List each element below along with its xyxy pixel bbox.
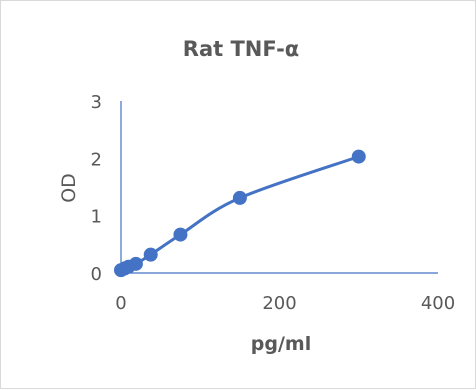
y-tick-label: 2: [91, 149, 102, 170]
y-axis-title: OD: [58, 173, 80, 203]
x-tick-label: 0: [115, 293, 126, 314]
x-tick-label: 200: [262, 293, 296, 314]
y-tick-label: 3: [91, 92, 102, 113]
data-point: [143, 247, 158, 262]
data-point: [173, 227, 188, 242]
data-point: [128, 256, 143, 271]
y-tick-label: 0: [91, 264, 102, 285]
y-tick-labels: 0 1 2 3: [91, 92, 102, 285]
x-tick-label: 400: [421, 293, 455, 314]
data-point: [351, 149, 366, 164]
x-axis-title: pg/ml: [251, 333, 311, 355]
data-points: [114, 149, 366, 278]
chart-title: Rat TNF-α: [183, 37, 299, 61]
y-tick-label: 1: [91, 207, 102, 228]
x-tick-labels: 0 200 400: [115, 293, 455, 314]
data-point: [232, 190, 247, 205]
